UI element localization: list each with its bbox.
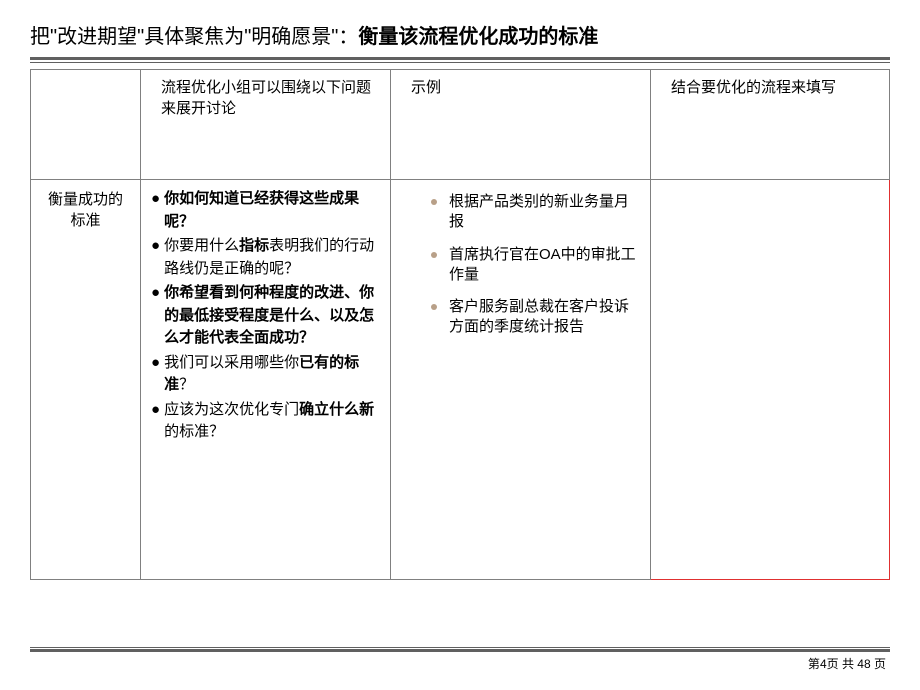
header-row: 流程优化小组可以围绕以下问题来展开讨论 示例 结合要优化的流程来填写 — [31, 70, 890, 180]
title-rule-thick — [30, 57, 890, 60]
body-row: 衡量成功的标准 ●你如何知道已经获得这些成果呢？ ●你要用什么指标表明我们的行动… — [31, 180, 890, 580]
page-title: 把"改进期望"具体聚焦为"明确愿景"：衡量该流程优化成功的标准 — [30, 20, 890, 49]
example-item: 根据产品类别的新业务量月报 — [431, 192, 640, 233]
question-item: ●应该为这次优化专门确立什么新的标准？ — [151, 399, 380, 444]
header-col2: 流程优化小组可以围绕以下问题来展开讨论 — [141, 70, 391, 180]
title-prefix: 把"改进期望"具体聚焦为"明确愿景"： — [30, 26, 358, 48]
title-rule-thin — [30, 62, 890, 63]
example-item: 客户服务副总裁在客户投诉方面的季度统计报告 — [431, 297, 640, 338]
question-item: ●你要用什么指标表明我们的行动路线仍是正确的呢？ — [151, 235, 380, 280]
question-item: ●你希望看到何种程度的改进、你的最低接受程度是什么、以及怎么才能代表全面成功？ — [151, 282, 380, 350]
page-footer: 第4页 共 48 页 — [808, 655, 886, 672]
header-col1 — [31, 70, 141, 180]
main-table: 流程优化小组可以围绕以下问题来展开讨论 示例 结合要优化的流程来填写 衡量成功的… — [30, 69, 890, 580]
questions-cell: ●你如何知道已经获得这些成果呢？ ●你要用什么指标表明我们的行动路线仍是正确的呢… — [141, 180, 391, 580]
footer-rule-thick — [30, 649, 890, 652]
title-bold: 衡量该流程优化成功的标准 — [358, 26, 598, 48]
question-item: ●我们可以采用哪些你已有的标准？ — [151, 352, 380, 397]
fill-in-cell — [651, 180, 890, 580]
footer-rule-thin — [30, 647, 890, 648]
header-col3: 示例 — [391, 70, 651, 180]
example-item: 首席执行官在OA中的审批工作量 — [431, 245, 640, 286]
row-label: 衡量成功的标准 — [31, 180, 141, 580]
header-col4: 结合要优化的流程来填写 — [651, 70, 890, 180]
question-item: ●你如何知道已经获得这些成果呢？ — [151, 188, 380, 233]
examples-cell: 根据产品类别的新业务量月报 首席执行官在OA中的审批工作量 客户服务副总裁在客户… — [391, 180, 651, 580]
